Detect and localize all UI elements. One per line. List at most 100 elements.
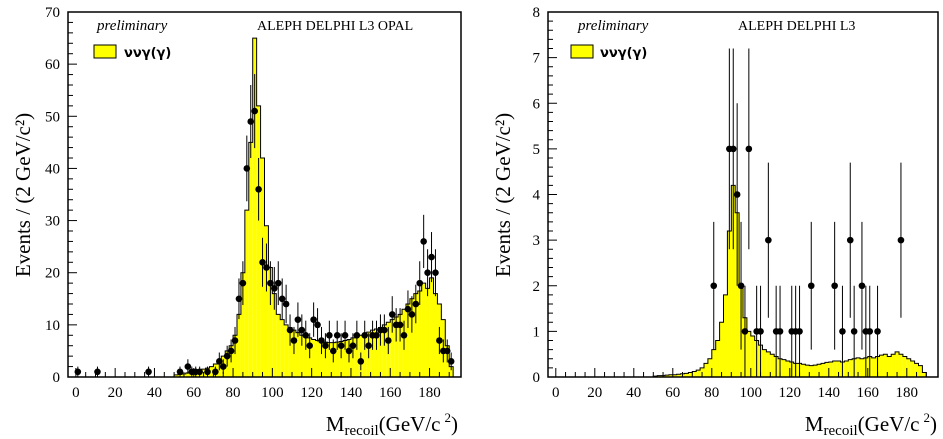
mc-bin — [906, 358, 911, 377]
mc-bin — [735, 212, 740, 377]
mc-bin — [727, 231, 732, 377]
mc-bin — [770, 354, 775, 377]
x-tick-label: 140 — [818, 385, 841, 401]
mc-bin — [268, 267, 273, 377]
left-panel: 0 20 40 60 80 100 120 140 160 180 0 10 20 30 40 50 60 70… — [11, 5, 462, 439]
mc-bin — [871, 357, 876, 377]
mc-bin — [425, 288, 430, 377]
mc-bin — [315, 340, 320, 377]
x-tick-label: 120 — [300, 385, 323, 401]
data-point — [858, 282, 866, 290]
right-experiments-label: ALEPH DELPHI L3 — [738, 19, 855, 34]
mc-bin — [715, 340, 720, 377]
mc-bin — [405, 304, 410, 377]
y-tick-label: 5 — [533, 142, 541, 158]
mc-bin — [692, 371, 697, 377]
mc-bin — [809, 365, 814, 377]
data-point — [341, 331, 349, 339]
data-point — [223, 352, 231, 360]
left-x-ticks: 0 20 40 60 80 100 120 140 160 180 — [72, 368, 450, 401]
data-point — [428, 253, 435, 261]
right-x-axis-label: Mrecoil(GeV/c 2) — [805, 410, 937, 439]
mc-bin — [248, 142, 253, 377]
y-tick-label: 6 — [533, 96, 541, 112]
data-point — [846, 236, 854, 244]
x-tick-label: 140 — [340, 385, 363, 401]
mc-bin — [887, 356, 892, 377]
data-point — [710, 282, 718, 290]
mc-bin — [828, 361, 833, 377]
x-tick-label: 20 — [108, 385, 123, 401]
x-tick-label: 40 — [147, 385, 162, 401]
data-point — [365, 342, 372, 350]
mc-bin — [665, 375, 669, 377]
data-point — [866, 328, 874, 335]
data-point — [424, 269, 431, 277]
data-point — [337, 342, 345, 350]
data-point — [216, 358, 223, 365]
y-tick-label: 0 — [533, 370, 541, 386]
data-point — [267, 279, 274, 287]
data-point — [447, 358, 455, 365]
mc-bin — [335, 342, 340, 377]
data-point — [255, 185, 262, 193]
mc-bin — [821, 363, 825, 377]
mc-bin — [688, 372, 693, 377]
mc-bin — [704, 363, 708, 377]
data-point — [278, 295, 286, 303]
mc-bin — [311, 339, 316, 377]
right-legend-label: ννγ(γ) — [600, 46, 647, 61]
right-preliminary-label: preliminary — [577, 18, 649, 34]
data-point — [333, 331, 341, 339]
data-point — [765, 236, 772, 244]
data-point — [396, 321, 404, 329]
data-point — [384, 337, 392, 344]
mc-bin — [413, 293, 418, 377]
data-point — [145, 368, 152, 376]
mc-bin — [299, 335, 304, 377]
data-point — [227, 347, 235, 355]
x-tick-label: 60 — [186, 385, 201, 401]
data-point — [302, 331, 310, 339]
data-point — [408, 311, 416, 318]
data-point — [259, 258, 266, 266]
right-mc-histogram — [652, 184, 927, 377]
data-point — [443, 347, 451, 355]
data-point — [290, 337, 298, 344]
mc-bin — [883, 354, 888, 377]
data-point — [874, 328, 881, 335]
right-legend-swatch — [570, 44, 594, 59]
x-tick-label: 60 — [665, 385, 680, 401]
data-point — [176, 368, 184, 376]
x-tick-label: 0 — [72, 385, 80, 401]
x-tick-label: 180 — [418, 385, 441, 401]
mc-bin — [433, 293, 438, 377]
mc-bin — [711, 349, 716, 377]
x-tick-label: 40 — [626, 385, 641, 401]
mc-bin — [382, 324, 387, 377]
mc-bin — [252, 38, 257, 377]
mc-bin — [421, 283, 426, 377]
data-point — [282, 300, 290, 308]
data-point — [850, 328, 858, 335]
x-tick-label: 80 — [226, 385, 241, 401]
mc-bin — [280, 319, 285, 377]
mc-bin — [785, 361, 790, 377]
mc-bin — [672, 374, 677, 377]
x-tick-label: 120 — [779, 385, 802, 401]
data-point — [318, 337, 325, 344]
data-point — [388, 311, 396, 318]
mc-bin — [374, 329, 379, 377]
data-point — [757, 328, 764, 335]
mc-bin — [922, 372, 927, 377]
mc-bin — [362, 333, 367, 377]
data-point — [400, 331, 408, 339]
y-tick-label: 1 — [533, 324, 541, 340]
data-point — [310, 316, 317, 323]
mc-bin — [409, 298, 414, 377]
data-point — [235, 295, 243, 303]
mc-bin — [696, 370, 701, 377]
mc-bin — [918, 365, 923, 377]
data-point — [286, 326, 294, 334]
